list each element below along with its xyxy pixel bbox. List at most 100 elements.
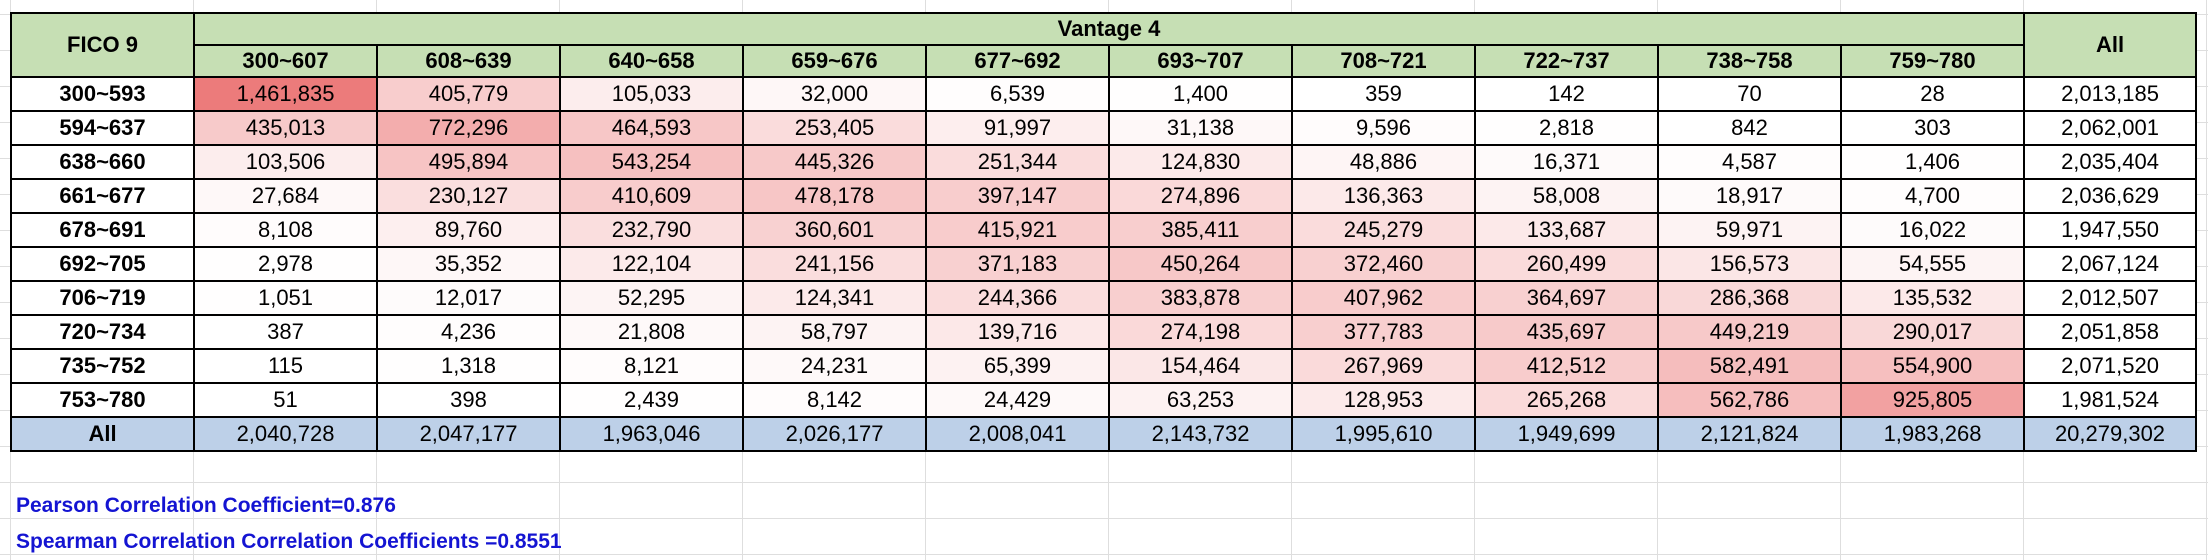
matrix-cell: 253,405 [742, 110, 927, 146]
table-row: 594~637 435,013 772,296 464,593 253,405 91,99… [10, 110, 2197, 146]
column-header: 738~758 [1657, 44, 1842, 78]
matrix-cell: 385,411 [1108, 212, 1293, 248]
matrix-cell: 445,326 [742, 144, 927, 180]
column-total-cell: 2,143,732 [1108, 416, 1293, 452]
matrix-cell: 70 [1657, 76, 1842, 112]
matrix-cell: 89,760 [376, 212, 561, 248]
matrix-cell: 1,051 [193, 280, 378, 316]
row-header: 753~780 [10, 382, 195, 418]
column-total-cell: 1,995,610 [1291, 416, 1476, 452]
matrix-cell: 16,371 [1474, 144, 1659, 180]
table-row: 661~677 27,684 230,127 410,609 478,178 397,14… [10, 178, 2197, 214]
column-total-cell: 2,121,824 [1657, 416, 1842, 452]
matrix-cell: 412,512 [1474, 348, 1659, 384]
matrix-cell: 372,460 [1291, 246, 1476, 282]
matrix-cell: 842 [1657, 110, 1842, 146]
column-header: 659~676 [742, 44, 927, 78]
matrix-cell: 415,921 [925, 212, 1110, 248]
matrix-cell: 244,366 [925, 280, 1110, 316]
matrix-cell: 925,805 [1840, 382, 2025, 418]
matrix-cell: 405,779 [376, 76, 561, 112]
matrix-cell: 364,697 [1474, 280, 1659, 316]
table-body: 300~593 1,461,835 405,779 105,033 32,000 6,53… [10, 76, 2197, 418]
matrix-cell: 410,609 [559, 178, 744, 214]
matrix-cell: 58,797 [742, 314, 927, 350]
matrix-cell: 245,279 [1291, 212, 1476, 248]
matrix-cell: 48,886 [1291, 144, 1476, 180]
column-header: 640~658 [559, 44, 744, 78]
matrix-cell: 8,142 [742, 382, 927, 418]
grand-total-cell: 20,279,302 [2023, 416, 2197, 452]
matrix-cell: 450,264 [1108, 246, 1293, 282]
matrix-cell: 251,344 [925, 144, 1110, 180]
matrix-cell: 582,491 [1657, 348, 1842, 384]
row-total-cell: 2,012,507 [2023, 280, 2197, 316]
matrix-cell: 24,429 [925, 382, 1110, 418]
matrix-cell: 4,236 [376, 314, 561, 350]
matrix-cell: 435,013 [193, 110, 378, 146]
matrix-cell: 142 [1474, 76, 1659, 112]
matrix-cell: 91,997 [925, 110, 1110, 146]
column-header: 693~707 [1108, 44, 1293, 78]
matrix-cell: 449,219 [1657, 314, 1842, 350]
column-header: 708~721 [1291, 44, 1476, 78]
matrix-cell: 397,147 [925, 178, 1110, 214]
matrix-cell: 495,894 [376, 144, 561, 180]
matrix-cell: 274,896 [1108, 178, 1293, 214]
spearman-note: Spearman Correlation Correlation Coeffic… [16, 530, 562, 553]
column-total-cell: 2,047,177 [376, 416, 561, 452]
column-total-cell: 2,026,177 [742, 416, 927, 452]
matrix-cell: 103,506 [193, 144, 378, 180]
row-total-header: All [2023, 12, 2197, 78]
matrix-cell: 387 [193, 314, 378, 350]
matrix-cell: 122,104 [559, 246, 744, 282]
column-totals-row: All 2,040,728 2,047,177 1,963,046 2,026,177… [10, 416, 2197, 452]
matrix-cell: 241,156 [742, 246, 927, 282]
matrix-cell: 554,900 [1840, 348, 2025, 384]
matrix-cell: 32,000 [742, 76, 927, 112]
row-total-cell: 2,036,629 [2023, 178, 2197, 214]
matrix-cell: 9,596 [1291, 110, 1476, 146]
matrix-cell: 16,022 [1840, 212, 2025, 248]
row-total-cell: 2,013,185 [2023, 76, 2197, 112]
matrix-cell: 772,296 [376, 110, 561, 146]
matrix-cell: 65,399 [925, 348, 1110, 384]
column-axis-header: Vantage 4 [193, 12, 2025, 46]
matrix-cell: 2,818 [1474, 110, 1659, 146]
column-total-cell: 1,949,699 [1474, 416, 1659, 452]
column-header-row: 300~607 608~639 640~658 659~676 677~692 693~7… [11, 44, 2196, 78]
row-header: 720~734 [10, 314, 195, 350]
matrix-cell: 274,198 [1108, 314, 1293, 350]
matrix-cell: 156,573 [1657, 246, 1842, 282]
matrix-cell: 63,253 [1108, 382, 1293, 418]
matrix-cell: 59,971 [1657, 212, 1842, 248]
row-header: 661~677 [10, 178, 195, 214]
matrix-cell: 128,953 [1291, 382, 1476, 418]
matrix-cell: 58,008 [1474, 178, 1659, 214]
row-header: 692~705 [10, 246, 195, 282]
matrix-cell: 1,318 [376, 348, 561, 384]
table-row: 638~660 103,506 495,894 543,254 445,326 251,3… [10, 144, 2197, 180]
matrix-cell: 371,183 [925, 246, 1110, 282]
column-header: 608~639 [376, 44, 561, 78]
matrix-cell: 21,808 [559, 314, 744, 350]
matrix-cell: 136,363 [1291, 178, 1476, 214]
matrix-cell: 18,917 [1657, 178, 1842, 214]
row-total-cell: 2,067,124 [2023, 246, 2197, 282]
matrix-cell: 265,268 [1474, 382, 1659, 418]
matrix-cell: 28 [1840, 76, 2025, 112]
column-total-cell: 1,983,268 [1840, 416, 2025, 452]
row-total-cell: 2,051,858 [2023, 314, 2197, 350]
matrix-cell: 230,127 [376, 178, 561, 214]
matrix-cell: 290,017 [1840, 314, 2025, 350]
column-total-cell: 2,040,728 [193, 416, 378, 452]
matrix-cell: 31,138 [1108, 110, 1293, 146]
table-row: 300~593 1,461,835 405,779 105,033 32,000 6,53… [10, 76, 2197, 112]
table-row: 753~780 51 398 2,439 8,142 24,429 63,253 128,95… [10, 382, 2197, 418]
matrix-cell: 124,341 [742, 280, 927, 316]
column-header: 300~607 [193, 44, 378, 78]
row-header: 594~637 [10, 110, 195, 146]
matrix-cell: 398 [376, 382, 561, 418]
pearson-note: Pearson Correlation Coefficient=0.876 [16, 494, 396, 517]
matrix-cell: 478,178 [742, 178, 927, 214]
